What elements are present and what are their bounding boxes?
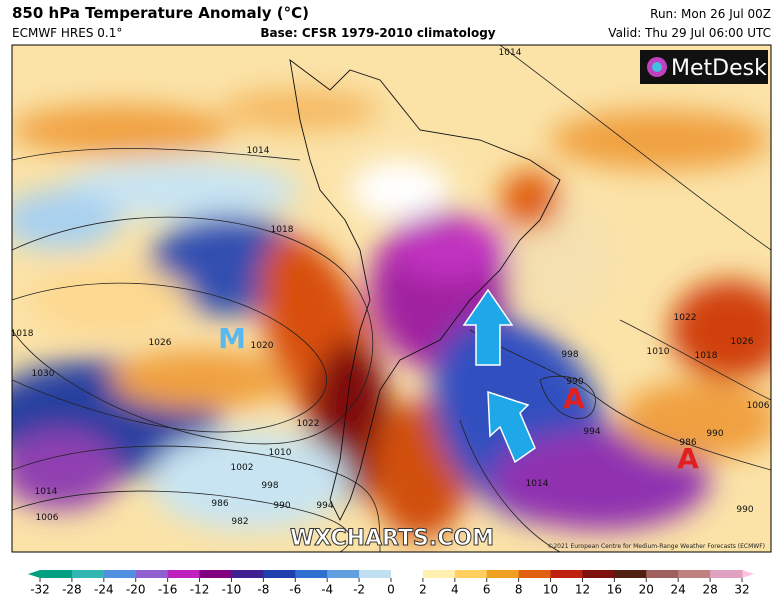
colorbar-segment — [167, 570, 201, 578]
colorbar-label: 6 — [483, 583, 491, 597]
isobar-label: 998 — [561, 350, 578, 360]
isobar-label: 1014 — [35, 487, 58, 497]
colorbar-segment — [486, 570, 520, 578]
colorbar: -32 -28 -24 -20 -16 -12 -10 -8 -6 -4 -2 0 2 4 6 8 10 12 16… — [28, 570, 754, 597]
colorbar-label: -4 — [321, 583, 333, 597]
colorbar-segment — [582, 570, 615, 578]
colorbar-segment — [550, 570, 583, 578]
copyright: ©2021 European Centre for Medium-Range W… — [547, 543, 765, 550]
isobar-label: 982 — [231, 517, 248, 527]
colorbar-label: 20 — [639, 583, 654, 597]
colorbar-label: 16 — [607, 583, 622, 597]
isobar-label: 1020 — [251, 341, 274, 351]
colorbar-label: -20 — [126, 583, 146, 597]
colorbar-label: -28 — [62, 583, 82, 597]
colorbar-label: 24 — [671, 583, 686, 597]
colorbar-segment — [422, 570, 456, 578]
isobars — [12, 45, 771, 552]
isobar-label: 986 — [211, 499, 228, 509]
isobar-label: 986 — [679, 438, 696, 448]
colorbar-label: -16 — [158, 583, 178, 597]
arrow — [462, 288, 514, 366]
isobar-label: 990 — [706, 429, 723, 439]
colorbar-segment — [359, 570, 392, 578]
anomaly-field — [12, 90, 771, 540]
colorbar-segment — [135, 570, 169, 578]
colorbar-segment — [71, 570, 105, 578]
colorbar-label: 28 — [702, 583, 717, 597]
isobar-label: 1014 — [526, 479, 549, 489]
isobar-label: 1010 — [269, 448, 292, 458]
logo-icon — [652, 62, 662, 72]
isobar-label: 1014 — [499, 48, 522, 58]
base: Base: CFSR 1979-2010 climatology — [260, 26, 495, 40]
run: Run: Mon 26 Jul 00Z — [650, 7, 771, 21]
pressure-center: A — [677, 442, 699, 475]
colorbar-segment — [710, 570, 743, 578]
colorbar-segment — [454, 570, 488, 578]
colorbar-end — [28, 570, 40, 578]
isobar-label: 990 — [566, 377, 583, 387]
isobar-label: 1018 — [11, 329, 34, 339]
arrow — [487, 390, 536, 464]
colorbar-segment — [518, 570, 552, 578]
colorbar-label: -6 — [289, 583, 301, 597]
colorbar-label: 10 — [543, 583, 558, 597]
isobar-label: 1014 — [247, 146, 270, 156]
map-frame — [11, 44, 772, 553]
colorbar-label: -12 — [190, 583, 210, 597]
colorbar-segment — [646, 570, 679, 578]
isobar-label: 1022 — [674, 313, 697, 323]
colorbar-end — [742, 570, 754, 578]
watermark: WXCHARTS.COM — [290, 526, 494, 551]
colorbar-segment — [327, 570, 360, 578]
valid: Valid: Thu 29 Jul 06:00 UTC — [608, 26, 771, 40]
isobar-label: 1026 — [731, 337, 754, 347]
isobar-label: 1006 — [36, 513, 59, 523]
arrows — [462, 288, 536, 464]
colorbar-label: 2 — [419, 583, 427, 597]
colorbar-segment — [231, 570, 264, 578]
colorbar-segment — [199, 570, 232, 578]
colorbar-label: -24 — [94, 583, 114, 597]
isobar-label: 1010 — [647, 347, 670, 357]
pressure-center: M — [218, 322, 246, 355]
colorbar-segment — [678, 570, 711, 578]
isobar-label: 1022 — [297, 419, 320, 429]
isobar-label: 1002 — [231, 463, 254, 473]
colorbar-label: 4 — [451, 583, 459, 597]
colorbar-segment — [391, 570, 424, 578]
pressure-center: A — [563, 382, 585, 415]
colorbar-segment — [40, 570, 73, 578]
model: ECMWF HRES 0.1° — [12, 26, 122, 40]
colorbar-label: 8 — [515, 583, 523, 597]
isobar-label: 1018 — [695, 351, 718, 361]
map: 1014 1014 1018 1018 1026 1020 1030 1022 1010 1002… — [11, 45, 771, 552]
colorbar-label: -2 — [353, 583, 365, 597]
isobar-label: 990 — [273, 501, 290, 511]
colorbar-label: -10 — [222, 583, 242, 597]
colorbar-segment — [103, 570, 137, 578]
isobar-label: 998 — [261, 481, 278, 491]
colorbar-segment — [614, 570, 647, 578]
isobar-label: 1026 — [149, 338, 172, 348]
coastlines — [289, 58, 561, 522]
isobar-label: 990 — [736, 505, 753, 515]
isobar-label: 1018 — [271, 225, 294, 235]
title: 850 hPa Temperature Anomaly (°C) — [12, 4, 309, 22]
colorbar-label: 12 — [575, 583, 590, 597]
isobar-label: 994 — [583, 427, 600, 437]
isobar-label: 1006 — [747, 401, 770, 411]
colorbar-label: 0 — [387, 583, 395, 597]
colorbar-segment — [295, 570, 328, 578]
isobar-label: 994 — [316, 501, 333, 511]
colorbar-label: 32 — [734, 583, 749, 597]
colorbar-segment — [263, 570, 296, 578]
isobar-label: 1030 — [32, 369, 55, 379]
colorbar-label: -32 — [30, 583, 50, 597]
colorbar-label: -8 — [257, 583, 269, 597]
logo: MetDesk — [671, 56, 767, 81]
